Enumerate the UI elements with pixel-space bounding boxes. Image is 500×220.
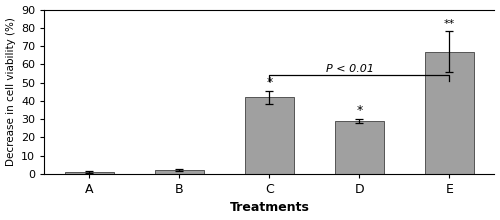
Y-axis label: Decrease in cell viability (%): Decrease in cell viability (%) [6,17,16,166]
Bar [334,121,384,174]
Text: P < 0.01: P < 0.01 [326,64,374,74]
Bar [244,97,294,174]
Bar [424,51,474,174]
Text: *: * [266,76,272,89]
Text: **: ** [444,19,455,29]
Bar [154,170,204,174]
X-axis label: Treatments: Treatments [230,202,310,214]
Bar [64,172,114,174]
Text: *: * [356,104,362,117]
